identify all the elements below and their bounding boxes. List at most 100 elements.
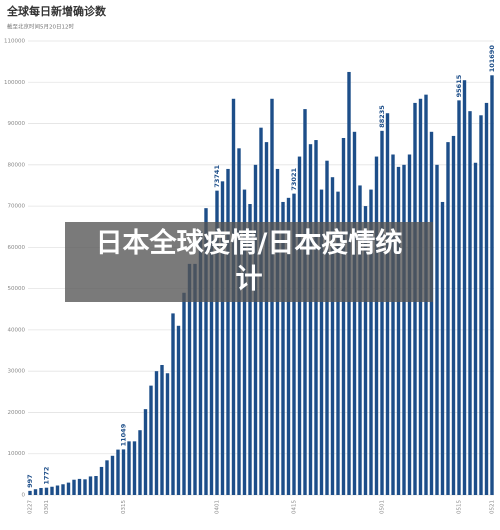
data-label: 88235 (378, 105, 386, 128)
bar (165, 373, 170, 495)
bar (385, 113, 390, 496)
bar (171, 313, 175, 495)
bar (237, 148, 241, 496)
bar (275, 168, 280, 496)
data-label: 73021 (290, 168, 298, 191)
bar (407, 154, 412, 495)
bar (374, 156, 379, 495)
x-tick-label: 0521 (490, 500, 496, 514)
bar (198, 230, 203, 495)
data-label: 95615 (455, 74, 463, 97)
bar (39, 487, 43, 495)
bar (204, 208, 208, 495)
bar (193, 263, 197, 495)
bar (264, 142, 269, 496)
bar (440, 201, 445, 496)
bar (402, 164, 406, 495)
bar (490, 75, 494, 495)
bar (182, 292, 186, 495)
y-tick-label: 80000 (8, 162, 26, 168)
chart-subtitle: 截至北京时间5月20日12时 (7, 23, 74, 31)
bar (380, 130, 384, 496)
bar (160, 364, 164, 495)
overlay-text: 日本全球疫情/日本疫情统计 (95, 228, 403, 295)
bar (209, 234, 214, 495)
bar (446, 142, 450, 496)
x-tick-label: 0515 (457, 500, 463, 514)
chart-title: 全球每日新增确诊数 (6, 4, 107, 18)
bar (341, 137, 346, 495)
bar (99, 466, 104, 495)
bar (77, 478, 82, 495)
y-tick-label: 10000 (8, 451, 26, 457)
bar (358, 185, 362, 496)
bar (176, 325, 181, 495)
bar (369, 189, 373, 495)
overlay-banner: 日本全球疫情/日本疫情统计 (65, 222, 433, 302)
bar (50, 486, 54, 495)
bar (479, 115, 483, 496)
bar (132, 441, 137, 495)
bar (451, 135, 456, 495)
bar (259, 127, 263, 495)
y-tick-label: 90000 (8, 121, 26, 127)
y-tick-label: 50000 (8, 286, 26, 292)
bar (215, 190, 219, 495)
bar (330, 177, 335, 495)
bar (94, 476, 98, 495)
bar (44, 487, 49, 495)
bar (55, 485, 60, 495)
bar (121, 449, 126, 495)
bar (281, 201, 285, 496)
bar (143, 409, 148, 495)
data-label: 73741 (213, 165, 221, 188)
y-tick-label: 0 (22, 493, 26, 499)
bar (325, 160, 329, 495)
bar (435, 164, 439, 495)
x-tick-label: 0401 (215, 500, 221, 514)
x-tick-label: 0227 (28, 500, 34, 514)
y-tick-label: 60000 (8, 245, 26, 251)
y-tick-label: 30000 (8, 369, 26, 375)
bar (303, 109, 307, 495)
bar (319, 189, 324, 495)
bar (138, 430, 142, 495)
bar (248, 204, 252, 495)
bar (149, 385, 153, 495)
bar (226, 168, 230, 496)
data-label: 997 (26, 474, 34, 488)
bar (127, 441, 131, 495)
bar (116, 449, 120, 495)
data-label: 11049 (120, 423, 128, 446)
bar (88, 476, 93, 495)
bar (253, 164, 258, 495)
bar (457, 100, 461, 495)
x-tick-label: 0501 (380, 500, 386, 514)
bar (110, 455, 115, 495)
bar (462, 80, 467, 495)
bar (429, 131, 434, 496)
y-tick-label: 20000 (8, 410, 26, 416)
y-tick-label: 110000 (4, 39, 25, 45)
x-tick-label: 0301 (44, 500, 50, 514)
bar (28, 490, 32, 495)
bar (154, 371, 159, 495)
bar (473, 162, 478, 495)
bar (391, 154, 395, 495)
bar (484, 102, 489, 495)
bar (314, 140, 318, 495)
bar (363, 206, 368, 495)
data-label: 1772 (43, 467, 51, 485)
bar (33, 489, 38, 495)
bar (352, 131, 357, 496)
bar (242, 189, 247, 495)
y-tick-label: 40000 (8, 327, 26, 333)
bar (61, 484, 65, 495)
bar (292, 193, 296, 495)
x-tick-label: 0315 (121, 500, 127, 514)
bar (83, 479, 87, 495)
bar (220, 181, 225, 495)
bar (105, 460, 109, 495)
